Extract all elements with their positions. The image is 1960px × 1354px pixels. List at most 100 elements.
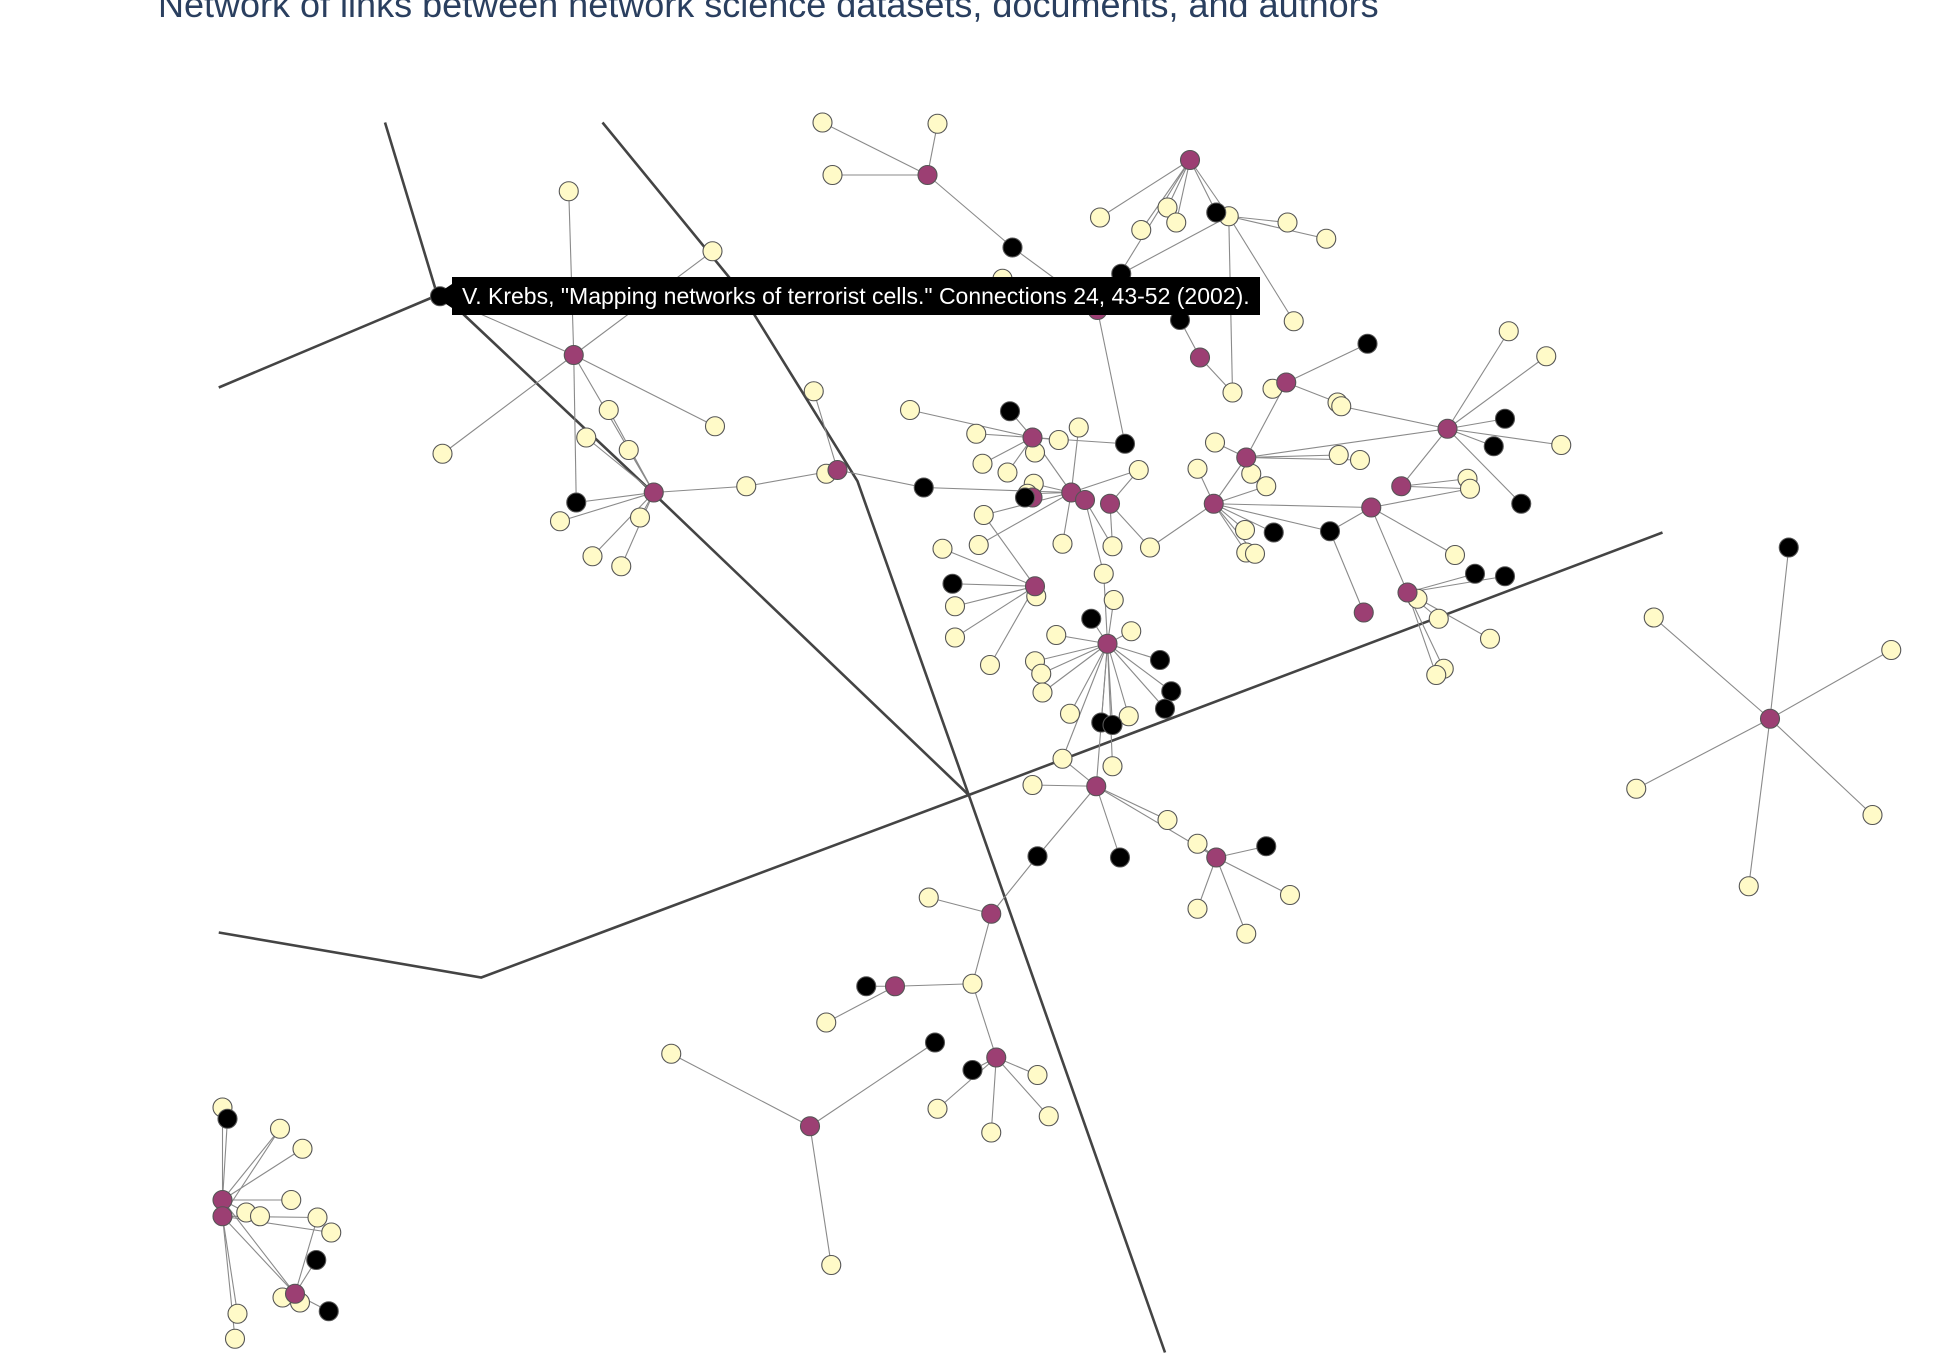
document-node[interactable] — [899, 399, 921, 421]
document-node[interactable] — [1046, 624, 1067, 646]
document-node[interactable] — [1277, 212, 1298, 233]
document-node[interactable] — [1222, 382, 1243, 403]
author-node[interactable] — [1081, 608, 1102, 629]
document-node[interactable] — [1331, 396, 1352, 417]
document-node[interactable] — [1349, 449, 1371, 471]
dataset-node[interactable] — [799, 1116, 821, 1137]
document-node[interactable] — [629, 507, 651, 528]
document-node[interactable] — [1089, 207, 1111, 228]
document-node[interactable] — [1536, 346, 1557, 367]
document-node[interactable] — [1738, 876, 1759, 897]
document-node[interactable] — [227, 1303, 248, 1324]
document-node[interactable] — [321, 1222, 342, 1243]
author-node[interactable] — [1494, 566, 1516, 587]
document-node[interactable] — [1121, 621, 1142, 642]
document-node[interactable] — [1052, 748, 1073, 769]
document-node[interactable] — [1862, 804, 1883, 826]
dataset-node[interactable] — [917, 164, 938, 186]
document-node[interactable] — [1551, 434, 1572, 456]
document-node[interactable] — [1256, 476, 1277, 497]
dataset-node[interactable] — [1099, 493, 1121, 514]
author-node[interactable] — [217, 1108, 238, 1129]
dataset-node[interactable] — [1397, 582, 1418, 603]
dataset-node[interactable] — [1024, 576, 1046, 597]
dataset-node[interactable] — [1276, 372, 1297, 393]
author-node[interactable] — [1161, 681, 1182, 702]
document-node[interactable] — [1139, 537, 1161, 558]
dataset-node[interactable] — [1391, 476, 1412, 497]
dataset-node[interactable] — [981, 903, 1002, 924]
author-node[interactable] — [1319, 521, 1341, 542]
author-node[interactable] — [924, 1032, 946, 1053]
document-node[interactable] — [962, 973, 983, 994]
document-node[interactable] — [997, 462, 1018, 483]
document-node[interactable] — [1234, 519, 1256, 541]
dataset-node[interactable] — [1437, 418, 1458, 439]
document-node[interactable] — [1052, 533, 1073, 554]
dataset-node[interactable] — [1179, 149, 1201, 171]
author-node[interactable] — [962, 1059, 983, 1081]
document-node[interactable] — [822, 164, 843, 186]
document-node[interactable] — [1187, 833, 1208, 854]
author-node[interactable] — [1102, 714, 1123, 736]
author-node[interactable] — [942, 573, 963, 594]
document-node[interactable] — [1626, 778, 1647, 799]
document-node[interactable] — [932, 538, 953, 559]
document-node[interactable] — [1103, 589, 1124, 611]
dataset-node[interactable] — [1236, 447, 1257, 468]
document-node[interactable] — [1236, 923, 1257, 944]
document-node[interactable] — [582, 546, 603, 567]
document-node[interactable] — [1118, 706, 1139, 727]
author-node[interactable] — [1109, 847, 1131, 868]
document-node[interactable] — [224, 1328, 246, 1349]
author-node[interactable] — [1778, 537, 1799, 558]
document-node[interactable] — [972, 453, 993, 474]
document-node[interactable] — [292, 1138, 313, 1159]
author-node[interactable] — [1263, 522, 1284, 543]
document-node[interactable] — [1444, 544, 1466, 566]
document-node[interactable] — [927, 1098, 948, 1119]
document-node[interactable] — [1032, 682, 1053, 703]
document-node[interactable] — [816, 1012, 837, 1033]
document-node[interactable] — [918, 887, 939, 908]
document-node[interactable] — [661, 1043, 682, 1064]
document-node[interactable] — [803, 381, 824, 402]
document-node[interactable] — [1643, 607, 1664, 628]
author-node[interactable] — [1464, 563, 1486, 584]
dataset-node[interactable] — [284, 1283, 306, 1304]
document-node[interactable] — [702, 241, 723, 262]
document-node[interactable] — [1059, 703, 1081, 724]
author-node[interactable] — [1149, 649, 1171, 671]
document-node[interactable] — [704, 416, 726, 437]
document-node[interactable] — [1027, 1064, 1048, 1086]
dataset-node[interactable] — [1189, 347, 1211, 368]
document-node[interactable] — [968, 534, 989, 556]
dataset-node[interactable] — [1206, 847, 1227, 868]
document-node[interactable] — [1166, 212, 1187, 233]
document-node[interactable] — [611, 556, 632, 577]
document-node[interactable] — [432, 443, 453, 464]
document-node[interactable] — [1881, 639, 1902, 661]
document-node[interactable] — [1157, 809, 1178, 831]
document-node[interactable] — [307, 1207, 328, 1228]
document-node[interactable] — [558, 181, 579, 202]
document-node[interactable] — [1316, 228, 1337, 249]
document-node[interactable] — [1204, 432, 1226, 453]
document-node[interactable] — [1479, 628, 1501, 649]
dataset-node[interactable] — [1074, 489, 1096, 511]
author-node[interactable] — [1256, 836, 1277, 857]
author-node[interactable] — [999, 401, 1021, 422]
document-node[interactable] — [598, 399, 619, 421]
dataset-node[interactable] — [1361, 497, 1382, 518]
document-node[interactable] — [736, 476, 757, 497]
document-node[interactable] — [1131, 219, 1152, 241]
document-node[interactable] — [281, 1189, 302, 1211]
document-node[interactable] — [1157, 197, 1178, 218]
dataset-node[interactable] — [1086, 776, 1107, 797]
document-node[interactable] — [1328, 444, 1349, 466]
document-node[interactable] — [812, 112, 833, 133]
document-node[interactable] — [973, 504, 994, 526]
author-node[interactable] — [566, 492, 587, 513]
dataset-node[interactable] — [1353, 602, 1374, 623]
document-node[interactable] — [1187, 458, 1208, 479]
